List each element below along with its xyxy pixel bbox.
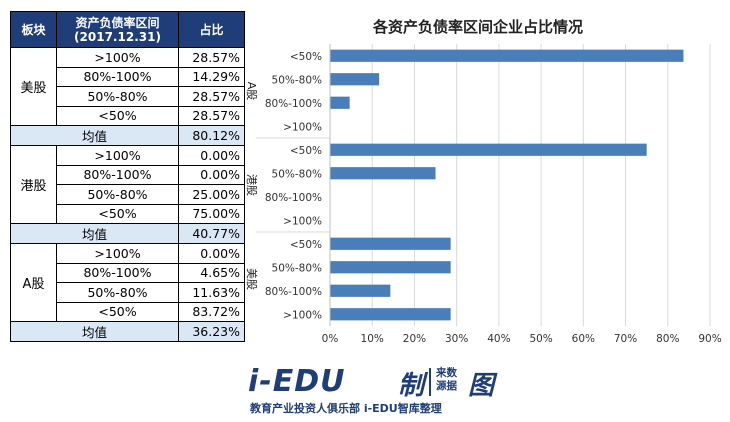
- table-row: 50%-80% 25.00%: [11, 184, 245, 205]
- made-glyph: 制: [398, 371, 425, 401]
- range-cell: >100%: [56, 243, 179, 264]
- pct-cell: 28.57%: [178, 47, 245, 68]
- pct-cell: 75.00%: [178, 203, 245, 224]
- bar: [330, 308, 451, 321]
- bar-chart: 各资产负债率区间企业占比情况 0% 10% 20% 30% 40% 50% 60% 70% 80%…: [236, 8, 726, 353]
- range-cell: 80%-100%: [56, 66, 179, 87]
- group-name-cell: A股: [10, 243, 57, 322]
- table-row: 港股 >100% 0.00%: [10, 145, 245, 224]
- bar: [330, 284, 391, 297]
- category-label: 50%-80%: [272, 74, 322, 86]
- x-tick-label: 20%: [403, 333, 426, 345]
- category-label: >100%: [283, 215, 322, 227]
- pct-cell: 11.63%: [178, 282, 245, 303]
- range-cell: 80%-100%: [56, 262, 179, 283]
- category-label: 80%-100%: [265, 192, 322, 204]
- category-label: 50%-80%: [272, 168, 322, 180]
- chart-svg: 各资产负债率区间企业占比情况 0% 10% 20% 30% 40% 50% 60% 70% 80%…: [245, 18, 722, 345]
- table-row: <50% 83.72%: [11, 301, 245, 322]
- footer-slogan: 教育产业投资人俱乐部 i-EDU智库整理: [250, 402, 442, 415]
- header-pct: 占比: [178, 11, 245, 48]
- chart-glyph: 图: [468, 371, 495, 401]
- x-tick-label: 90%: [698, 333, 721, 345]
- table-body: 美股 >100% 28.57% 80%-100% 14.29% 50%-80% 28.57%…: [10, 47, 245, 342]
- category-label: 80%-100%: [265, 98, 322, 110]
- header-range-line2: (2017.12.31): [74, 29, 161, 44]
- group-label: 美股: [245, 268, 258, 290]
- average-label: 均值: [10, 125, 179, 146]
- range-cell: >100%: [56, 145, 179, 166]
- bar: [330, 73, 380, 86]
- pct-cell: 0.00%: [178, 164, 245, 185]
- range-cell: 50%-80%: [56, 184, 179, 205]
- pct-cell: 83.72%: [178, 301, 245, 322]
- pct-cell: 14.29%: [178, 66, 245, 87]
- logo-separator: [429, 368, 431, 396]
- header-range: 资产负债率区间 (2017.12.31): [56, 11, 179, 48]
- pct-cell: 0.00%: [178, 145, 245, 166]
- table-row: A股 >100% 0.00%: [10, 243, 245, 322]
- category-label: >100%: [283, 309, 322, 321]
- group-name-cell: 港股: [10, 145, 57, 224]
- range-cell: <50%: [56, 203, 179, 224]
- bar: [330, 167, 436, 180]
- chart-title: 各资产负债率区间企业占比情况: [372, 18, 583, 36]
- footer-logo: i-EDU 制 来数 源据 图 教育产业投资人俱乐部 i-EDU智库整理: [248, 364, 498, 416]
- pct-cell: 28.57%: [178, 86, 245, 107]
- group-name-cell: 美股: [10, 47, 57, 126]
- average-value: 40.77%: [178, 223, 245, 244]
- x-tick-label: 40%: [487, 333, 510, 345]
- range-cell: <50%: [56, 105, 179, 126]
- range-cell: 80%-100%: [56, 164, 179, 185]
- pct-cell: 25.00%: [178, 184, 245, 205]
- range-cell: 50%-80%: [56, 282, 179, 303]
- range-cell: 50%-80%: [56, 86, 179, 107]
- category-label: <50%: [290, 239, 322, 251]
- category-label: >100%: [283, 121, 322, 133]
- brand-logo-text: i-EDU: [248, 364, 346, 399]
- table-row: 50%-80% 11.63%: [11, 282, 245, 303]
- data-table: 板块 资产负债率区间 (2017.12.31) 占比 美股 >100% 28.57%…: [10, 11, 245, 342]
- average-label: 均值: [10, 321, 179, 342]
- average-row: 均值 80.12%: [10, 125, 245, 146]
- table-row: 80%-100% 4.65%: [11, 262, 245, 283]
- data-source-line2: 源据: [436, 380, 457, 392]
- average-label: 均值: [10, 223, 179, 244]
- bar: [330, 49, 684, 62]
- header-range-line1: 资产负债率区间: [75, 15, 160, 30]
- x-tick-label: 10%: [361, 333, 384, 345]
- average-value: 36.23%: [178, 321, 245, 342]
- category-label: 50%-80%: [272, 262, 322, 274]
- x-tick-label: 80%: [656, 333, 679, 345]
- group-label: A股: [245, 82, 258, 101]
- table-row: 美股 >100% 28.57%: [10, 47, 245, 126]
- x-tick-label: 60%: [572, 333, 595, 345]
- bar: [330, 96, 350, 109]
- data-source-text: 来数 源据: [436, 367, 466, 393]
- bar: [330, 261, 451, 274]
- table-row: <50% 28.57%: [11, 105, 245, 126]
- bar: [330, 237, 451, 250]
- range-cell: >100%: [56, 47, 179, 68]
- pct-cell: 4.65%: [178, 262, 245, 283]
- average-row: 均值 40.77%: [10, 223, 245, 244]
- table-header-row: 板块 资产负债率区间 (2017.12.31) 占比: [10, 11, 245, 48]
- x-tick-label: 0%: [322, 333, 339, 345]
- header-group: 板块: [10, 11, 57, 48]
- average-row: 均值 36.23%: [10, 321, 245, 342]
- average-value: 80.12%: [178, 125, 245, 146]
- x-tick-label: 30%: [445, 333, 468, 345]
- category-label: <50%: [290, 51, 322, 63]
- group-label: 港股: [245, 174, 258, 196]
- range-cell: <50%: [56, 301, 179, 322]
- pct-cell: 28.57%: [178, 105, 245, 126]
- bar: [330, 143, 647, 156]
- pct-cell: 0.00%: [178, 243, 245, 264]
- category-label: 80%-100%: [265, 286, 322, 298]
- data-source-line1: 来数: [436, 367, 457, 379]
- x-tick-label: 50%: [529, 333, 552, 345]
- x-tick-label: 70%: [614, 333, 637, 345]
- category-label: <50%: [290, 145, 322, 157]
